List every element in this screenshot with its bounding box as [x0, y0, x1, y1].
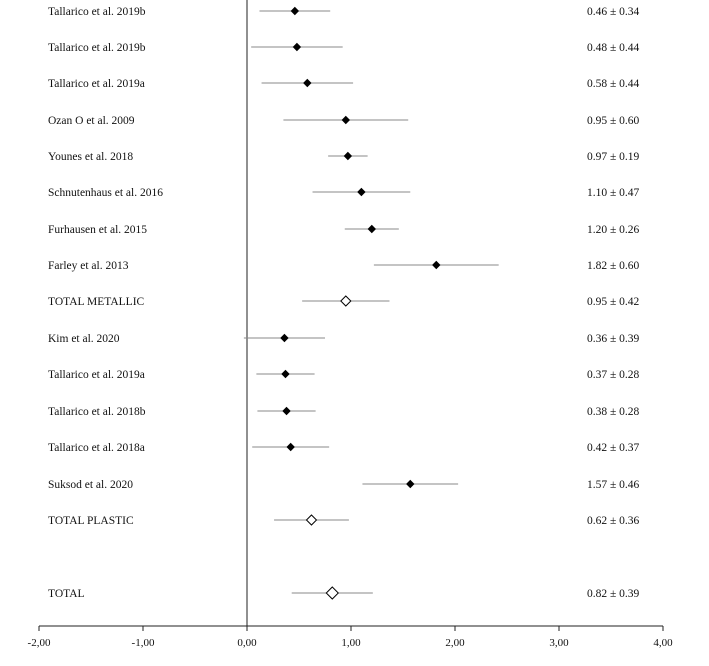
effect-value-label: 0.38 ± 0.28 [587, 406, 640, 418]
forest-row: Tallarico et al. 2019a 0.37 ± 0.28 [48, 369, 640, 381]
study-label: Suksod et al. 2020 [48, 479, 133, 491]
effect-value-label: 0.62 ± 0.36 [587, 515, 640, 527]
total-label: TOTAL METALLIC [48, 296, 145, 308]
total-label: TOTAL PLASTIC [48, 515, 134, 527]
subtotal-diamond-marker [305, 514, 318, 526]
subtotal-diamond-marker [340, 295, 352, 307]
x-tick-label: 2,00 [445, 637, 465, 649]
study-label: Ozan O et al. 2009 [48, 115, 135, 127]
point-estimate-marker [290, 6, 300, 16]
effect-value-label: 1.82 ± 0.60 [587, 260, 640, 272]
study-label: Tallarico et al. 2019b [48, 6, 146, 18]
forest-row: Schnutenhaus et al. 2016 1.10 ± 0.47 [48, 187, 640, 199]
forest-row: Tallarico et al. 2019b 0.48 ± 0.44 [48, 42, 640, 54]
forest-row: Tallarico et al. 2019a 0.58 ± 0.44 [48, 78, 640, 90]
x-tick-label: -1,00 [132, 637, 155, 649]
total-diamond-marker [325, 586, 339, 600]
point-estimate-marker [432, 260, 441, 270]
point-estimate-marker [367, 224, 377, 234]
point-estimate-marker [341, 115, 351, 125]
x-tick-label: 1,00 [341, 637, 361, 649]
study-label: Tallarico et al. 2018a [48, 442, 145, 454]
study-label: Tallarico et al. 2019a [48, 369, 145, 381]
effect-value-label: 0.46 ± 0.34 [587, 6, 640, 18]
point-estimate-marker [292, 42, 302, 52]
forest-rows: Tallarico et al. 2019b 0.46 ± 0.34Tallari… [48, 6, 640, 600]
effect-value-label: 0.48 ± 0.44 [587, 42, 640, 54]
x-axis-ticks: -2,00 -1,00 0,00 1,00 2,00 3,00 4,00 [28, 626, 673, 649]
point-estimate-marker [357, 187, 366, 197]
forest-row: TOTAL PLASTIC 0.62 ± 0.36 [48, 514, 640, 527]
study-label: Furhausen et al. 2015 [48, 224, 147, 236]
forest-row: TOTAL METALLIC 0.95 ± 0.42 [48, 295, 640, 308]
study-label: Tallarico et al. 2019a [48, 78, 145, 90]
x-tick-label: 0,00 [237, 637, 257, 649]
forest-row: Suksod et al. 2020 1.57 ± 0.46 [48, 479, 640, 491]
point-estimate-marker [281, 369, 290, 379]
effect-value-label: 0.42 ± 0.37 [587, 442, 640, 454]
forest-row: Tallarico et al. 2018b 0.38 ± 0.28 [48, 406, 640, 418]
effect-value-label: 0.37 ± 0.28 [587, 369, 640, 381]
x-tick-label: 4,00 [653, 637, 673, 649]
point-estimate-marker [303, 78, 312, 88]
study-label: Schnutenhaus et al. 2016 [48, 187, 163, 199]
study-label: Kim et al. 2020 [48, 333, 120, 345]
point-estimate-marker [286, 442, 295, 452]
effect-value-label: 1.57 ± 0.46 [587, 479, 640, 491]
forest-row: Tallarico et al. 2019b 0.46 ± 0.34 [48, 6, 640, 18]
forest-row: Kim et al. 2020 0.36 ± 0.39 [48, 333, 640, 345]
point-estimate-marker [280, 333, 289, 343]
forest-row: Tallarico et al. 2018a 0.42 ± 0.37 [48, 442, 640, 454]
point-estimate-marker [282, 406, 291, 416]
study-label: Tallarico et al. 2018b [48, 406, 146, 418]
effect-value-label: 0.97 ± 0.19 [587, 151, 640, 163]
forest-row: TOTAL 0.82 ± 0.39 [48, 586, 640, 600]
effect-value-label: 0.58 ± 0.44 [587, 78, 640, 90]
total-label: TOTAL [48, 588, 85, 600]
effect-value-label: 0.95 ± 0.42 [587, 296, 640, 308]
point-estimate-marker [343, 151, 353, 161]
effect-value-label: 0.36 ± 0.39 [587, 333, 640, 345]
forest-row: Furhausen et al. 2015 1.20 ± 0.26 [48, 224, 640, 236]
effect-value-label: 0.82 ± 0.39 [587, 588, 640, 600]
forest-row: Farley et al. 2013 1.82 ± 0.60 [48, 260, 640, 272]
effect-value-label: 1.10 ± 0.47 [587, 187, 640, 199]
x-tick-label: 3,00 [549, 637, 569, 649]
study-label: Tallarico et al. 2019b [48, 42, 146, 54]
point-estimate-marker [406, 479, 415, 489]
forest-row: Younes et al. 2018 0.97 ± 0.19 [48, 151, 640, 163]
forest-row: Ozan O et al. 2009 0.95 ± 0.60 [48, 115, 640, 127]
x-tick-label: -2,00 [28, 637, 51, 649]
effect-value-label: 0.95 ± 0.60 [587, 115, 640, 127]
study-label: Younes et al. 2018 [48, 151, 133, 163]
effect-value-label: 1.20 ± 0.26 [587, 224, 640, 236]
study-label: Farley et al. 2013 [48, 260, 129, 272]
